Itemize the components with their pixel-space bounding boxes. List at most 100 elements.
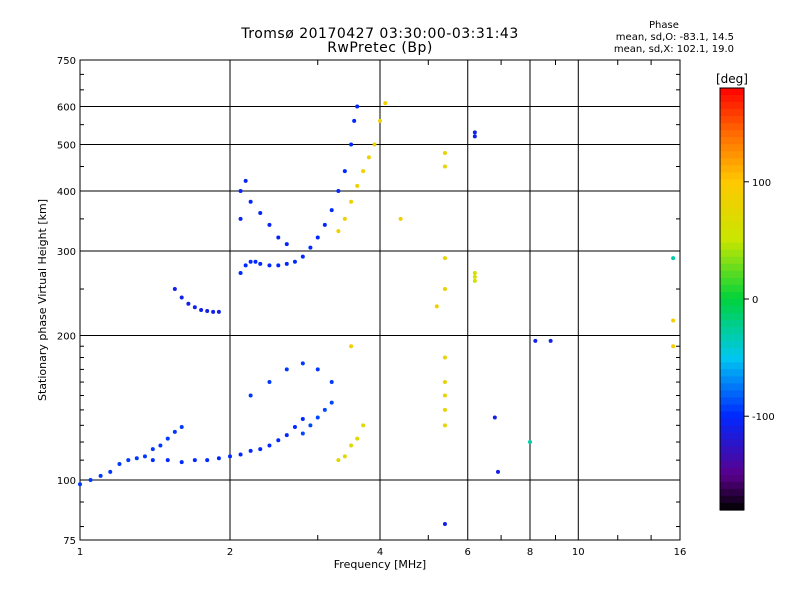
data-point bbox=[228, 454, 232, 459]
data-point bbox=[192, 305, 197, 310]
data-point bbox=[378, 118, 382, 123]
data-point bbox=[179, 295, 184, 300]
data-point bbox=[533, 338, 538, 343]
phase-info-box: Phase mean, sd,O: -83.1, 14.5 mean, sd,X… bbox=[614, 20, 734, 56]
colorbar-segment bbox=[720, 95, 744, 103]
x-tick-label: 1 bbox=[77, 547, 83, 558]
colorbar-segment bbox=[720, 186, 744, 195]
data-point bbox=[179, 460, 184, 465]
data-point bbox=[442, 393, 447, 398]
data-point bbox=[349, 344, 354, 349]
data-point bbox=[238, 452, 243, 457]
data-point bbox=[472, 274, 477, 279]
data-point bbox=[292, 424, 297, 429]
data-point bbox=[355, 183, 360, 188]
colorbar-segment bbox=[720, 242, 744, 251]
colorbar-segment bbox=[720, 123, 744, 131]
data-point bbox=[528, 440, 532, 445]
data-point bbox=[238, 216, 243, 221]
data-point bbox=[366, 155, 371, 160]
data-point bbox=[216, 309, 221, 314]
data-point bbox=[442, 355, 447, 360]
colorbar-segment bbox=[720, 446, 744, 455]
y-tick-label: 200 bbox=[57, 332, 76, 343]
colorbar-segment bbox=[720, 383, 744, 392]
y-tick-label: 75 bbox=[63, 536, 76, 547]
colorbar-segment bbox=[720, 397, 744, 406]
data-point bbox=[308, 245, 313, 250]
data-point bbox=[117, 461, 122, 466]
data-point bbox=[361, 423, 366, 428]
phase-info-o-mode: mean, sd,O: -83.1, 14.5 bbox=[615, 32, 734, 43]
data-point bbox=[442, 164, 447, 169]
colorbar-segment bbox=[720, 214, 744, 223]
data-point bbox=[336, 229, 341, 234]
data-point bbox=[442, 521, 447, 526]
colorbar-segment bbox=[720, 341, 744, 349]
data-point bbox=[199, 308, 204, 313]
colorbar-segment bbox=[720, 228, 744, 237]
data-point bbox=[243, 263, 248, 268]
data-point bbox=[276, 438, 281, 443]
data-point bbox=[671, 256, 676, 261]
colorbar-segment bbox=[720, 334, 744, 342]
data-point bbox=[267, 222, 272, 227]
data-point bbox=[134, 456, 139, 461]
data-point bbox=[442, 256, 447, 261]
data-point bbox=[150, 458, 155, 463]
colorbar-tick-label: 0 bbox=[752, 295, 758, 306]
data-point bbox=[361, 169, 366, 174]
y-tick-label: 750 bbox=[57, 56, 76, 67]
x-tick-label: 16 bbox=[674, 547, 687, 558]
data-point bbox=[349, 199, 354, 204]
colorbar-segment bbox=[720, 200, 744, 209]
colorbar-segment bbox=[720, 495, 744, 504]
colorbar-segment bbox=[720, 502, 744, 511]
data-point bbox=[205, 458, 210, 463]
y-tick-label: 100 bbox=[57, 476, 76, 487]
colorbar-segment bbox=[720, 460, 744, 469]
colorbar-segment bbox=[720, 284, 744, 293]
data-point bbox=[349, 443, 354, 448]
data-point bbox=[172, 287, 177, 292]
data-point bbox=[248, 259, 253, 264]
colorbar-segment bbox=[720, 109, 744, 117]
data-point bbox=[495, 469, 500, 474]
data-point bbox=[372, 142, 377, 147]
data-point bbox=[284, 433, 289, 438]
data-point bbox=[172, 429, 177, 434]
data-point bbox=[472, 270, 477, 275]
colorbar-segment bbox=[720, 425, 744, 434]
y-tick-label: 600 bbox=[57, 103, 76, 114]
colorbar-segment bbox=[720, 439, 744, 448]
data-point bbox=[472, 278, 477, 283]
data-point bbox=[238, 270, 243, 275]
data-point bbox=[671, 318, 676, 323]
data-point bbox=[258, 447, 263, 452]
x-tick-label: 6 bbox=[465, 547, 471, 558]
data-point bbox=[671, 344, 676, 349]
data-point bbox=[548, 338, 553, 343]
colorbar-segment bbox=[720, 130, 744, 138]
x-tick-label: 4 bbox=[377, 547, 383, 558]
data-point bbox=[300, 361, 305, 366]
data-point bbox=[179, 424, 184, 429]
data-point bbox=[258, 261, 263, 266]
colorbar-segment bbox=[720, 320, 744, 328]
colorbar-segment bbox=[720, 151, 744, 159]
data-point bbox=[442, 423, 447, 428]
data-point bbox=[267, 443, 272, 448]
x-tick-label: 8 bbox=[527, 547, 533, 558]
colorbar-segment bbox=[720, 207, 744, 216]
y-axis-label: Stationary phase Virtual Height [km] bbox=[36, 199, 49, 401]
data-point bbox=[211, 309, 216, 314]
x-axis-label: Frequency [MHz] bbox=[334, 558, 426, 571]
colorbar-segment bbox=[720, 277, 744, 286]
data-point bbox=[78, 482, 82, 487]
y-tick-label: 300 bbox=[57, 247, 76, 258]
data-point bbox=[442, 380, 447, 385]
data-point bbox=[126, 458, 131, 463]
chart-title: Tromsø 20170427 03:30:00-03:31:43 bbox=[241, 26, 519, 42]
colorbar-segment bbox=[720, 481, 744, 490]
